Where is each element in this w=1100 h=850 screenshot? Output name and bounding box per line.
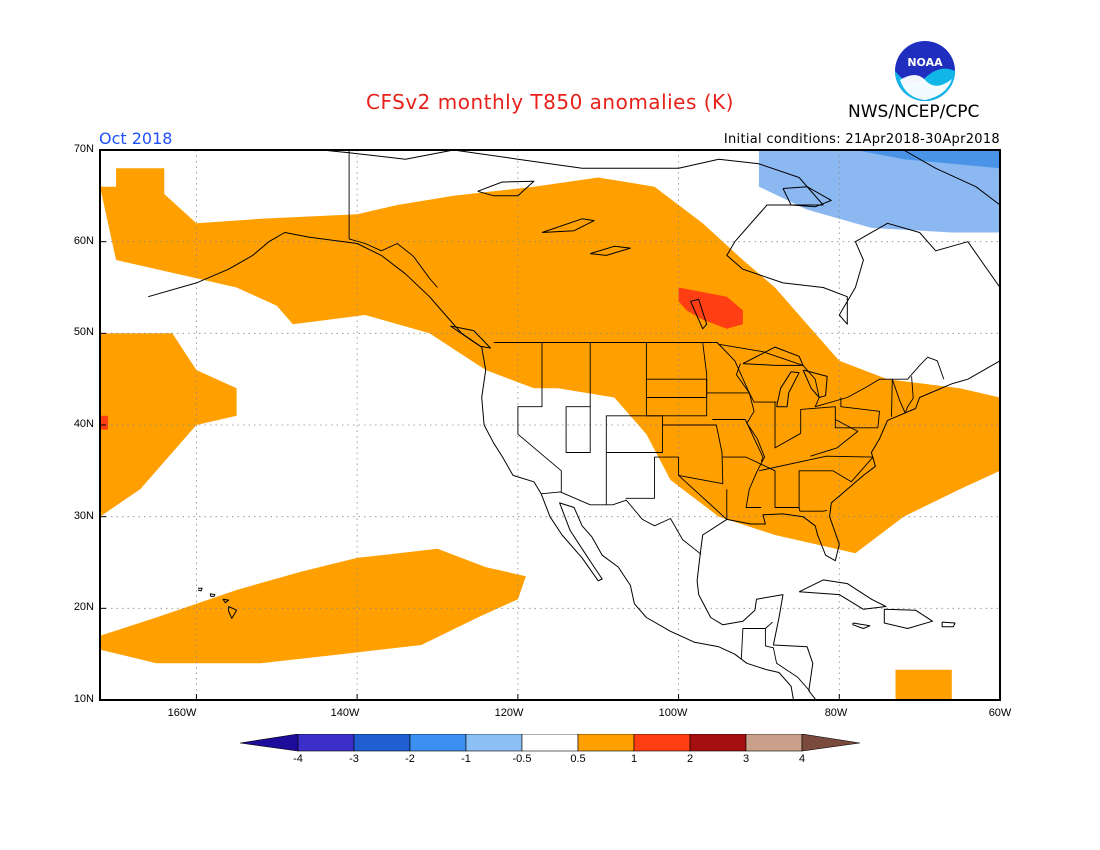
border-state-lines-plains: [646, 378, 708, 398]
island-hawaii-maui: [222, 598, 230, 604]
colorbar: [240, 734, 861, 752]
coastline-greenland-coast: [903, 150, 1000, 206]
anomaly-region-ne-pacific-warm: [100, 333, 237, 517]
colorbar-label: 1: [630, 753, 638, 765]
lat-label-60n: 60N: [73, 235, 94, 247]
lon-label-160w: 160W: [167, 707, 197, 719]
colorbar-label: -1: [461, 753, 471, 765]
colorbar-label: 0.5: [570, 753, 586, 765]
colorbar-label: -0.5: [512, 753, 532, 765]
island-newfoundland: [1004, 319, 1056, 363]
border-state-lines-nc-va: [810, 419, 859, 457]
border-state-lines-west: [517, 342, 562, 492]
colorbar-box: [465, 734, 523, 752]
border-us-mexico: [541, 491, 702, 555]
anomaly-region-caribbean-warm: [895, 669, 952, 700]
map-title: CFSv2 monthly T850 anomalies (K): [366, 90, 734, 114]
border-alaska-canada: [348, 150, 438, 288]
border-state-lines-east: [774, 397, 880, 449]
lon-label-80w: 80W: [824, 707, 848, 719]
border-state-lines-ks-ne-ia: [706, 392, 777, 403]
lon-label-100w: 100W: [658, 707, 688, 719]
border-state-lines-ny-ne: [891, 376, 914, 417]
island-lake-superior: [742, 346, 804, 366]
colorbar-box: [633, 734, 691, 752]
anomaly-region-arctic-cool-core: [855, 150, 1000, 169]
border-state-lines-mn-wi: [735, 363, 750, 394]
anomaly-region-pacific-edge-hotspot: [100, 415, 108, 430]
island-vancouver-island: [450, 325, 491, 349]
lon-label-120w: 120W: [494, 707, 524, 719]
coastline-pacific-coast: [148, 232, 795, 700]
border-state-lines-rockies: [565, 342, 591, 453]
island-hawaii-kauai: [197, 587, 203, 592]
border-state-lines-mo: [712, 419, 764, 462]
colorbar-label: 3: [742, 753, 750, 765]
lat-label-30n: 30N: [73, 510, 94, 522]
island-hawaii-big-island: [228, 606, 238, 619]
colorbar-box: [521, 734, 579, 752]
colorbar-box: [689, 734, 747, 752]
lat-label-10n: 10N: [73, 693, 94, 705]
island-jamaica: [852, 622, 871, 629]
lon-label-140w: 140W: [330, 707, 360, 719]
border-state-lines-south: [722, 455, 874, 508]
border-guatemala-borders: [740, 621, 773, 659]
border-central-america: [764, 628, 810, 692]
colorbar-high-arrow: [801, 734, 861, 752]
agency-label: NWS/NCEP/CPC: [848, 102, 980, 122]
island-puerto-rico: [941, 621, 956, 628]
island-cuba: [798, 579, 887, 610]
noaa-logo: NOAA: [895, 41, 955, 101]
anomaly-region-chukotka-warm: [116, 168, 165, 196]
colorbar-label: 2: [686, 753, 694, 765]
initial-conditions-label: Initial conditions: 21Apr2018-30Apr2018: [723, 132, 1000, 147]
border-us-canada-great-lakes: [716, 342, 945, 408]
coastline-north-american-coast: [316, 150, 1000, 325]
valid-month-label: Oct 2018: [99, 129, 173, 148]
svg-text:NOAA: NOAA: [907, 56, 943, 69]
island-lake-winnipeg: [690, 298, 708, 330]
island-hawaii-oahu: [209, 593, 216, 597]
anomaly-region-alaska-canada-warm: [100, 177, 1000, 554]
lon-label-60w: 60W: [988, 707, 1012, 719]
coastline-atlantic-gulf-coast: [696, 360, 1000, 700]
colorbar-label: -3: [349, 753, 359, 765]
border-state-lines-nd-sd: [645, 342, 708, 417]
border-state-lines-southeast: [778, 507, 828, 512]
lat-label-40n: 40N: [73, 418, 94, 430]
colorbar-box: [577, 734, 635, 752]
island-great-slave-lake: [541, 218, 595, 233]
colorbar-low-arrow: [240, 734, 299, 752]
coastlines-and-borders: [148, 150, 1056, 700]
lat-label-50n: 50N: [73, 326, 94, 338]
island-lake-athabasca: [590, 245, 631, 256]
colorbar-box: [297, 734, 355, 752]
lat-label-70n: 70N: [73, 143, 94, 155]
island-lake-michigan: [776, 371, 800, 408]
lat-label-20n: 20N: [73, 601, 94, 613]
island-lake-huron: [802, 369, 828, 398]
island-southampton-island: [782, 186, 832, 208]
map-frame: [99, 149, 1001, 701]
colorbar-box: [745, 734, 803, 752]
anomaly-region-manitoba-hotspot: [678, 287, 743, 329]
colorbar-label: 4: [798, 753, 806, 765]
colorbar-label: -2: [405, 753, 415, 765]
island-great-bear-lake: [477, 180, 535, 197]
anomaly-region-hawaii-band-warm: [100, 548, 526, 664]
border-state-lines-tx: [678, 475, 728, 520]
colorbar-label: -4: [293, 753, 303, 765]
colorbar-boxes: [297, 734, 803, 752]
colorbar-box: [353, 734, 411, 752]
border-state-lines-mississippi: [716, 342, 766, 508]
island-hispaniola: [883, 608, 933, 629]
colorbar-box: [409, 734, 467, 752]
